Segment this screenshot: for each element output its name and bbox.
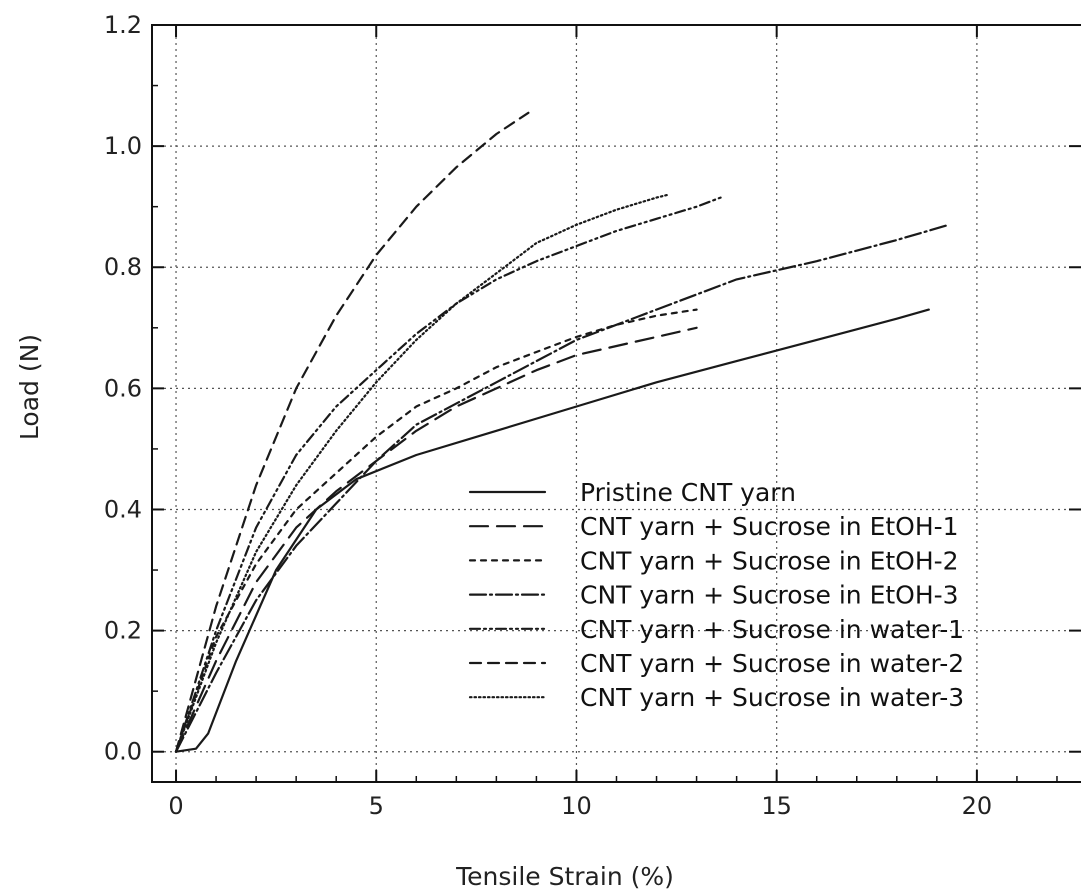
x-tick-label: 0 (168, 792, 183, 820)
x-tick-label: 5 (369, 792, 384, 820)
y-tick-label: 1.0 (104, 132, 142, 160)
y-tick-label: 0.0 (104, 738, 142, 766)
x-tick-label: 10 (561, 792, 592, 820)
x-tick-label: 20 (962, 792, 993, 820)
y-tick-label: 0.2 (104, 617, 142, 645)
series-line-7 (174, 193, 670, 753)
legend-label-5: CNT yarn + Sucrose in water-1 (580, 615, 964, 644)
x-tick-label: 15 (761, 792, 792, 820)
legend-label-7: CNT yarn + Sucrose in water-3 (580, 683, 964, 712)
y-tick-label: 1.2 (104, 11, 142, 39)
grid (152, 24, 1081, 782)
series-line-2 (174, 326, 698, 753)
y-tick-label: 0.6 (104, 374, 142, 402)
series-layer (174, 111, 950, 753)
legend-label-6: CNT yarn + Sucrose in water-2 (580, 649, 964, 678)
legend-label-4: CNT yarn + Sucrose in EtOH-3 (580, 581, 959, 610)
y-axis-title: Load (N) (15, 334, 44, 440)
series-line-1 (174, 308, 930, 753)
legend: Pristine CNT yarn CNT yarn + Sucrose in E… (468, 478, 964, 712)
series-line-6 (174, 111, 530, 753)
y-tick-label: 0.4 (104, 495, 142, 523)
x-axis-title: Tensile Strain (%) (455, 862, 674, 891)
axis-ticks: 0 5 10 15 20 0.0 0.2 0.4 0.6 0.8 1.0 1.2 (104, 11, 1081, 820)
series-line-4 (174, 223, 950, 753)
legend-label-1: Pristine CNT yarn (580, 478, 796, 507)
legend-label-2: CNT yarn + Sucrose in EtOH-1 (580, 512, 959, 541)
legend-label-3: CNT yarn + Sucrose in EtOH-2 (580, 546, 959, 575)
y-tick-label: 0.8 (104, 253, 142, 281)
